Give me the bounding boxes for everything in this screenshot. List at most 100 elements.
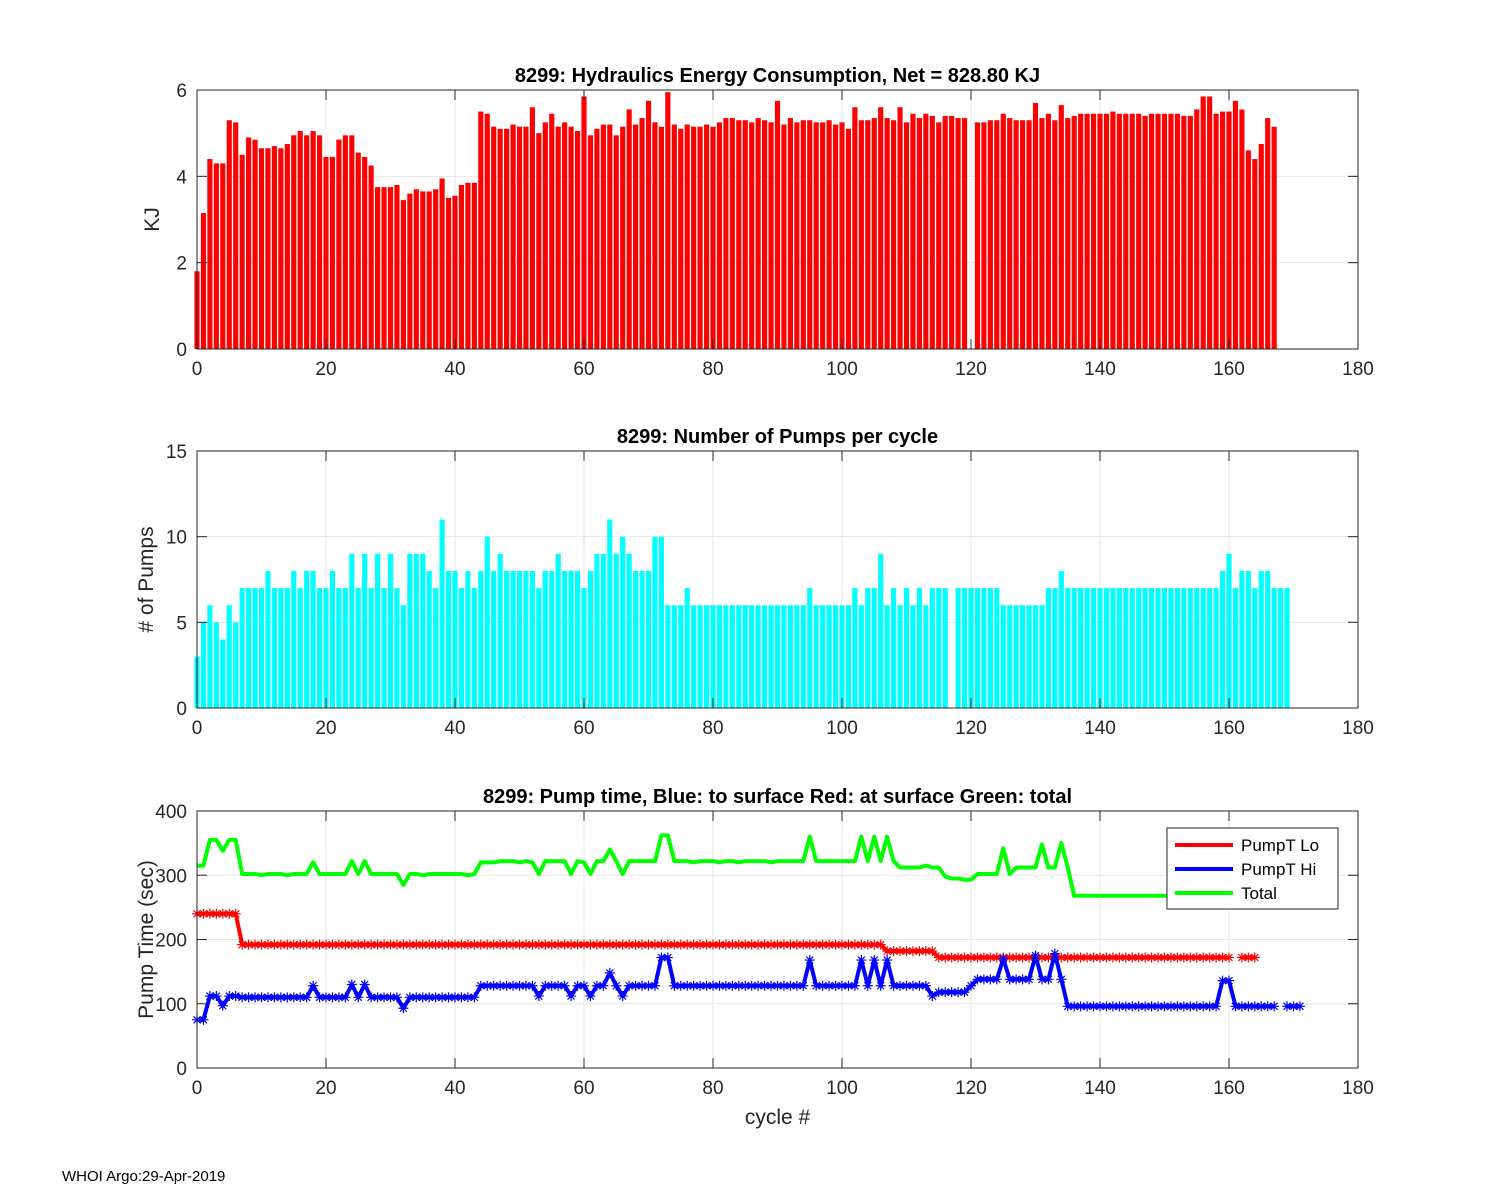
y-tick-label: 6 xyxy=(176,81,187,102)
bar xyxy=(368,588,374,708)
data-point-marker xyxy=(1095,952,1105,963)
bar xyxy=(394,184,400,349)
bar xyxy=(768,605,774,708)
bar xyxy=(852,107,858,350)
data-point-marker xyxy=(598,980,609,991)
bar xyxy=(1039,118,1045,349)
data-point-marker xyxy=(695,980,706,991)
data-point-marker xyxy=(766,939,777,950)
data-point-marker xyxy=(624,939,635,950)
bar xyxy=(794,605,800,708)
bar xyxy=(1239,109,1245,349)
data-point-marker xyxy=(1236,952,1247,963)
bar xyxy=(871,118,877,349)
bar xyxy=(1155,588,1161,708)
data-point-marker xyxy=(250,992,261,1003)
data-point-marker xyxy=(211,908,222,919)
legend: PumpT Lo PumpT Hi Total xyxy=(1166,827,1339,910)
bar xyxy=(929,115,935,350)
data-point-marker xyxy=(288,992,299,1003)
data-point-marker xyxy=(585,991,596,1002)
data-point-marker xyxy=(372,992,383,1003)
chart-title: 8299: Pump time, Blue: to surface Red: a… xyxy=(483,786,1072,808)
bar xyxy=(478,570,484,708)
bar xyxy=(458,184,465,349)
bar xyxy=(1129,588,1135,708)
data-point-marker xyxy=(540,980,551,991)
data-point-marker xyxy=(1127,1001,1138,1012)
data-point-marker xyxy=(1198,1001,1209,1012)
bar xyxy=(736,120,742,349)
bar xyxy=(994,588,1000,708)
data-point-marker xyxy=(733,980,744,991)
data-point-marker xyxy=(546,980,557,991)
data-point-marker xyxy=(1140,952,1151,963)
bar xyxy=(697,126,703,349)
data-point-marker xyxy=(856,939,867,950)
bar xyxy=(820,605,826,708)
data-point-marker xyxy=(333,939,344,950)
bar xyxy=(587,570,594,708)
bar xyxy=(484,536,490,708)
bar xyxy=(291,135,297,349)
data-point-marker xyxy=(1056,952,1067,963)
bar xyxy=(342,588,348,708)
bar xyxy=(381,187,387,349)
bar xyxy=(413,189,419,349)
data-point-marker xyxy=(604,939,615,950)
data-point-marker xyxy=(811,980,822,991)
series-line xyxy=(197,833,1223,898)
bar xyxy=(400,200,406,349)
bar xyxy=(413,553,419,708)
bar xyxy=(1110,111,1116,349)
bar xyxy=(433,189,439,349)
x-tick-label: 100 xyxy=(826,718,858,739)
data-point-marker xyxy=(927,946,938,957)
bar xyxy=(794,122,800,349)
bar xyxy=(633,570,639,708)
x-tick-label: 60 xyxy=(573,359,594,380)
data-point-marker xyxy=(327,992,338,1003)
bar xyxy=(671,605,677,708)
data-point-marker xyxy=(559,980,570,991)
bar xyxy=(839,605,845,708)
bar xyxy=(568,126,574,349)
bar xyxy=(400,605,406,708)
bar xyxy=(742,605,748,708)
bar xyxy=(826,605,832,708)
data-point-marker xyxy=(1120,952,1131,963)
data-point-marker xyxy=(914,946,925,957)
data-point-marker xyxy=(914,980,925,991)
bar xyxy=(523,126,529,349)
bar xyxy=(239,154,245,349)
data-point-marker xyxy=(262,992,273,1003)
bar xyxy=(858,605,864,708)
data-point-marker xyxy=(753,939,764,950)
data-point-marker xyxy=(946,987,957,998)
bar xyxy=(1258,570,1264,708)
bar xyxy=(729,118,735,349)
data-point-marker xyxy=(849,939,860,950)
data-point-marker xyxy=(424,992,435,1003)
bar xyxy=(684,588,690,708)
data-point-marker xyxy=(514,980,525,991)
legend-label: PumpT Hi xyxy=(1241,860,1316,879)
data-point-marker xyxy=(978,952,989,963)
data-point-marker xyxy=(198,1014,209,1025)
data-point-marker xyxy=(495,980,506,991)
bar xyxy=(1155,113,1161,349)
data-point-marker xyxy=(688,980,699,991)
data-point-marker xyxy=(230,908,241,919)
data-point-marker xyxy=(1011,974,1022,985)
bar xyxy=(749,122,755,349)
bar xyxy=(200,622,207,708)
data-point-marker xyxy=(907,946,918,957)
data-point-marker xyxy=(411,939,422,950)
data-point-marker xyxy=(559,939,570,950)
data-point-marker xyxy=(1082,1001,1093,1012)
bar xyxy=(200,213,207,349)
bar xyxy=(865,588,871,708)
bar xyxy=(832,605,839,708)
data-point-marker xyxy=(869,955,880,966)
bar xyxy=(252,588,258,708)
